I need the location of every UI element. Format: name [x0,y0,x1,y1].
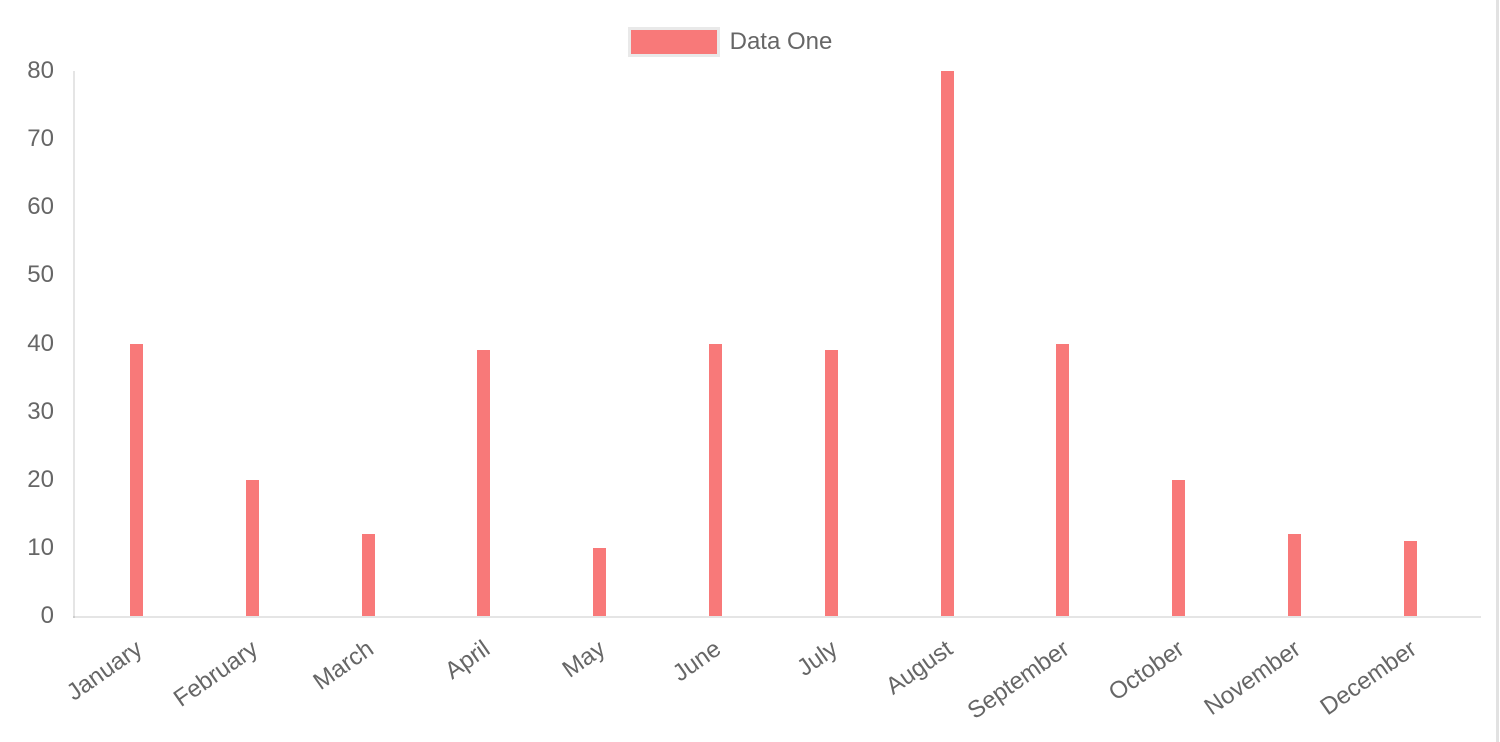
x-tick-may: May [557,635,611,684]
x-tick-october: October [1104,635,1190,707]
y-axis-line [73,71,75,618]
bar-april[interactable] [477,350,491,616]
bar-february[interactable] [245,479,259,616]
y-tick-10: 10 [27,533,54,561]
x-tick-february: February [169,635,264,713]
legend-item-data-one[interactable]: Data One [627,27,833,57]
legend-color-swatch [627,27,720,57]
y-tick-40: 40 [27,329,54,357]
bar-november[interactable] [1288,534,1301,616]
bar-june[interactable] [709,343,722,616]
bar-january[interactable] [130,343,143,616]
y-tick-50: 50 [27,261,54,289]
x-tick-august: August [881,635,959,701]
x-axis-line [73,616,1481,618]
bar-may[interactable] [593,547,607,616]
x-tick-december: December [1315,635,1422,721]
y-tick-20: 20 [27,465,54,493]
x-tick-january: January [61,635,148,707]
x-tick-july: July [791,635,843,682]
bar-october[interactable] [1172,479,1186,616]
y-tick-60: 60 [27,193,54,221]
y-tick-80: 80 [27,57,54,84]
y-tick-70: 70 [27,125,54,153]
x-tick-november: November [1199,635,1306,721]
bar-september[interactable] [1056,343,1070,616]
bar-august[interactable] [940,71,954,616]
x-tick-march: March [308,635,380,696]
scrollbar-track[interactable] [1496,0,1499,742]
y-tick-30: 30 [27,397,54,425]
legend-label: Data One [729,28,833,55]
x-tick-september: September [962,635,1074,725]
x-tick-april: April [440,635,495,685]
bar-march[interactable] [361,534,375,616]
bar-july[interactable] [824,350,838,616]
x-tick-june: June [668,635,727,688]
bar-december[interactable] [1403,541,1417,616]
y-tick-0: 0 [40,602,54,629]
chart-legend: Data One [0,27,1460,57]
